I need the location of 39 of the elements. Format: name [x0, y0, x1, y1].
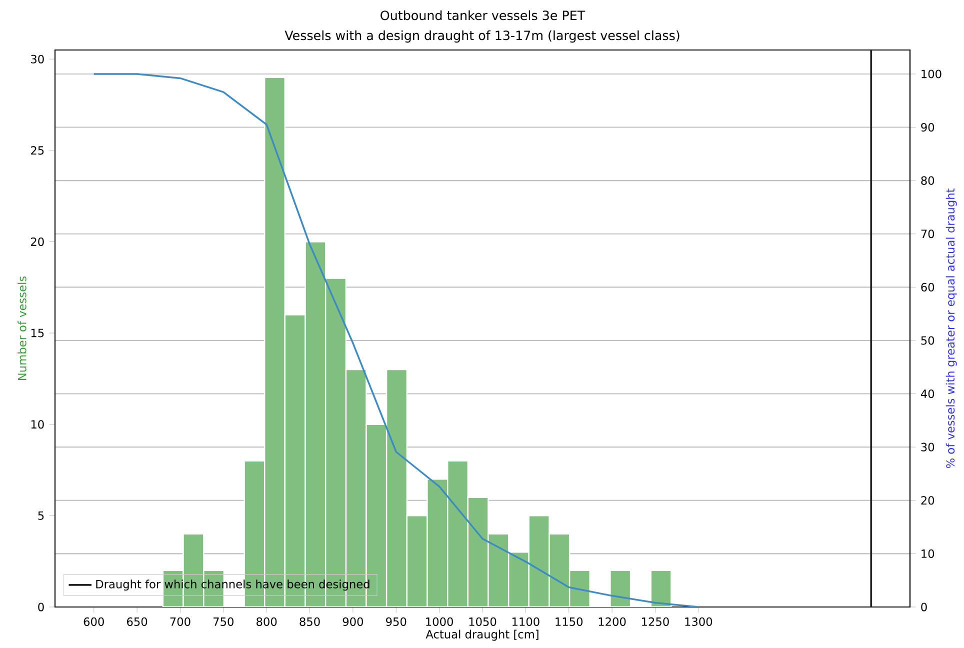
x-tick-label: 1250 — [642, 617, 669, 626]
y-tick-label: 20 — [31, 237, 44, 246]
x-tick-label: 1000 — [426, 617, 453, 626]
y2-tick-label: 30 — [921, 442, 934, 452]
line-series — [93, 73, 700, 607]
x-tick-label: 1100 — [512, 617, 540, 626]
y2-tick-label: 40 — [920, 390, 934, 398]
y2-tick-label: 0 — [921, 602, 927, 612]
y-tick-label: 25 — [31, 146, 44, 155]
x-tick-label: 750 — [214, 617, 234, 626]
chart-subtitle: Vessels with a design draught of 13-17m (largest vessel class) — [284, 30, 680, 43]
x-tick-label: 1300 — [685, 617, 712, 626]
x-tick-label: 800 — [256, 617, 277, 626]
x-tick-label: 1050 — [469, 617, 496, 626]
chart-title: Outbound tanker vessels 3e PET — [380, 10, 586, 20]
x-tick-label: 850 — [300, 617, 320, 626]
x-tick-label: 1150 — [556, 617, 583, 626]
y2-tick-label: 10 — [922, 549, 934, 558]
y2-tick-label: 60 — [921, 282, 934, 292]
y2-tick-label: 100 — [922, 70, 942, 78]
y2-tick-label: 20 — [921, 496, 934, 505]
x-tick-label: 950 — [386, 617, 406, 626]
y-tick-label: 5 — [38, 511, 44, 520]
x-tick-label: 1200 — [598, 617, 626, 626]
y2-tick-label: 80 — [921, 176, 934, 185]
x-tick-label: 900 — [342, 617, 364, 626]
x-axis-title: Actual draught [cm] — [426, 630, 538, 641]
y-tick-label: 30 — [31, 54, 44, 64]
x-tick-label: 700 — [170, 617, 190, 626]
y2-tick-label: 90 — [921, 122, 934, 132]
y-tick-label: 15 — [31, 328, 44, 338]
y-tick-label: 10 — [31, 420, 44, 429]
y-axis-title: Number of vessels — [18, 276, 26, 380]
x-tick-label: 650 — [127, 617, 148, 626]
y2-tick-label: 70 — [921, 230, 934, 238]
y2-tick-label: 50 — [921, 336, 934, 345]
y-tick-label: 0 — [38, 602, 44, 612]
y2-axis-title: % of vessels with greater or equal actual draught — [946, 188, 957, 468]
x-tick-label: 600 — [84, 617, 104, 626]
